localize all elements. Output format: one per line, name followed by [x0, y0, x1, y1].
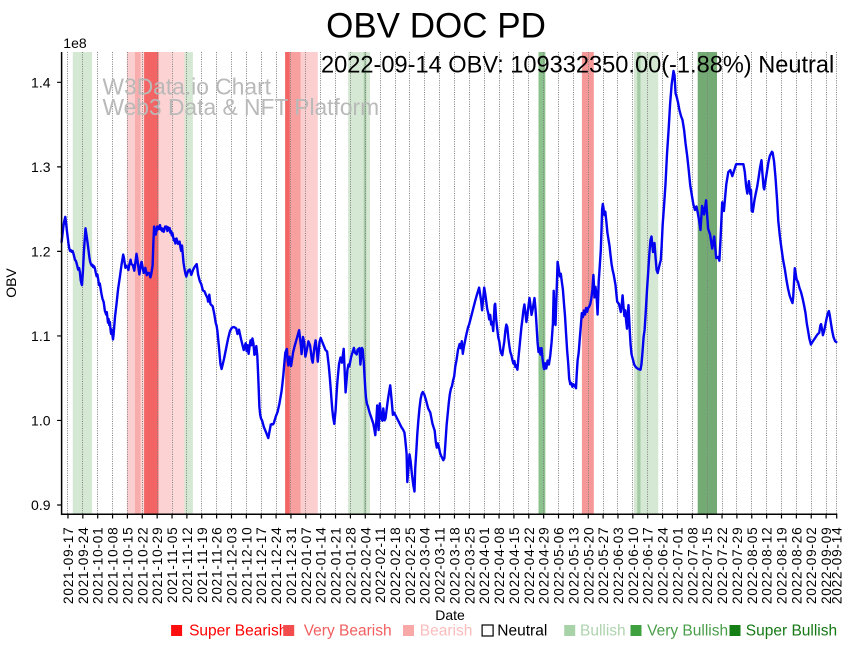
svg-text:2022-01-07: 2022-01-07	[299, 527, 314, 605]
svg-text:1.3: 1.3	[31, 159, 51, 175]
svg-text:2022-04-22: 2022-04-22	[522, 527, 537, 605]
svg-text:2022-02-18: 2022-02-18	[388, 527, 403, 605]
svg-text:2022-07-15: 2022-07-15	[700, 527, 715, 605]
svg-text:2022-03-25: 2022-03-25	[462, 527, 477, 605]
svg-text:2022-08-12: 2022-08-12	[760, 527, 775, 605]
svg-text:2022-05-27: 2022-05-27	[596, 527, 611, 605]
svg-text:2022-09-14 OBV: 109332350.00(-: 2022-09-14 OBV: 109332350.00(-1.88%) Neu…	[321, 52, 834, 78]
svg-text:2022-02-11: 2022-02-11	[373, 527, 388, 604]
svg-text:Very Bearish: Very Bearish	[304, 623, 392, 640]
svg-text:Neutral: Neutral	[497, 623, 547, 640]
svg-text:2021-11-05: 2021-11-05	[165, 527, 180, 604]
svg-text:2022-08-05: 2022-08-05	[745, 527, 760, 605]
svg-text:2021-12-17: 2021-12-17	[254, 527, 269, 605]
svg-text:2022-05-06: 2022-05-06	[552, 527, 567, 605]
svg-text:2022-03-11: 2022-03-11	[433, 527, 448, 604]
svg-text:1.1: 1.1	[31, 328, 51, 344]
svg-text:2022-01-28: 2022-01-28	[343, 527, 358, 605]
svg-text:2021-09-17: 2021-09-17	[61, 527, 76, 605]
svg-text:2022-04-01: 2022-04-01	[477, 527, 492, 605]
svg-text:2022-05-20: 2022-05-20	[581, 527, 596, 605]
svg-text:OBV: OBV	[3, 268, 19, 298]
svg-text:2021-11-19: 2021-11-19	[195, 527, 210, 604]
svg-text:2022-04-29: 2022-04-29	[537, 527, 552, 605]
svg-text:2022-04-08: 2022-04-08	[492, 527, 507, 605]
svg-text:2022-01-21: 2022-01-21	[329, 527, 344, 605]
svg-text:2022-04-15: 2022-04-15	[507, 527, 522, 605]
svg-text:2022-07-22: 2022-07-22	[715, 527, 730, 605]
svg-text:1e8: 1e8	[63, 35, 87, 51]
svg-text:2022-03-04: 2022-03-04	[418, 527, 433, 605]
svg-text:2022-09-09: 2022-09-09	[819, 527, 834, 605]
svg-text:Bearish: Bearish	[420, 623, 473, 640]
svg-text:Bullish: Bullish	[580, 623, 626, 640]
svg-text:0.9: 0.9	[31, 497, 51, 513]
svg-text:W3Data.io Chart: W3Data.io Chart	[103, 73, 272, 99]
svg-text:2022-03-18: 2022-03-18	[447, 527, 462, 605]
svg-text:2021-10-08: 2021-10-08	[106, 527, 121, 605]
svg-text:1.2: 1.2	[31, 243, 51, 259]
svg-text:2022-06-17: 2022-06-17	[641, 527, 656, 605]
svg-text:Web3 Data & NFT Platform: Web3 Data & NFT Platform	[103, 94, 380, 120]
svg-text:Date: Date	[435, 607, 465, 623]
svg-text:Very Bullish: Very Bullish	[647, 623, 728, 640]
svg-text:2021-09-24: 2021-09-24	[76, 527, 91, 605]
svg-text:1.4: 1.4	[31, 74, 51, 90]
svg-text:2022-09-14: 2022-09-14	[830, 527, 845, 605]
svg-text:2021-11-12: 2021-11-12	[180, 527, 195, 604]
svg-text:2021-12-24: 2021-12-24	[269, 527, 284, 605]
svg-text:2022-01-14: 2022-01-14	[314, 527, 329, 605]
svg-text:2022-09-02: 2022-09-02	[804, 527, 819, 605]
svg-text:2022-02-25: 2022-02-25	[403, 527, 418, 605]
svg-text:2021-10-01: 2021-10-01	[91, 527, 106, 605]
svg-text:2022-08-26: 2022-08-26	[789, 527, 804, 605]
svg-text:1.0: 1.0	[31, 413, 51, 429]
svg-text:Super Bullish: Super Bullish	[746, 623, 837, 640]
svg-text:2021-11-26: 2021-11-26	[210, 527, 225, 604]
svg-text:2022-05-13: 2022-05-13	[566, 527, 581, 605]
svg-text:2021-12-10: 2021-12-10	[239, 527, 254, 605]
svg-text:2022-07-01: 2022-07-01	[670, 527, 685, 605]
svg-text:2021-10-15: 2021-10-15	[120, 527, 135, 605]
svg-text:2021-10-29: 2021-10-29	[150, 527, 165, 605]
svg-text:2022-07-29: 2022-07-29	[730, 527, 745, 605]
svg-text:2022-06-10: 2022-06-10	[626, 527, 641, 605]
svg-text:Super Bearish: Super Bearish	[189, 623, 287, 640]
svg-text:2021-12-03: 2021-12-03	[224, 527, 239, 605]
svg-text:2022-06-24: 2022-06-24	[656, 527, 671, 605]
svg-text:2022-02-04: 2022-02-04	[358, 527, 373, 605]
svg-text:2022-06-03: 2022-06-03	[611, 527, 626, 605]
svg-text:OBV DOC PD: OBV DOC PD	[326, 7, 546, 46]
svg-text:2022-07-08: 2022-07-08	[685, 527, 700, 605]
svg-text:2021-10-22: 2021-10-22	[135, 527, 150, 605]
svg-text:2022-08-19: 2022-08-19	[775, 527, 790, 605]
svg-text:2021-12-31: 2021-12-31	[284, 527, 299, 605]
